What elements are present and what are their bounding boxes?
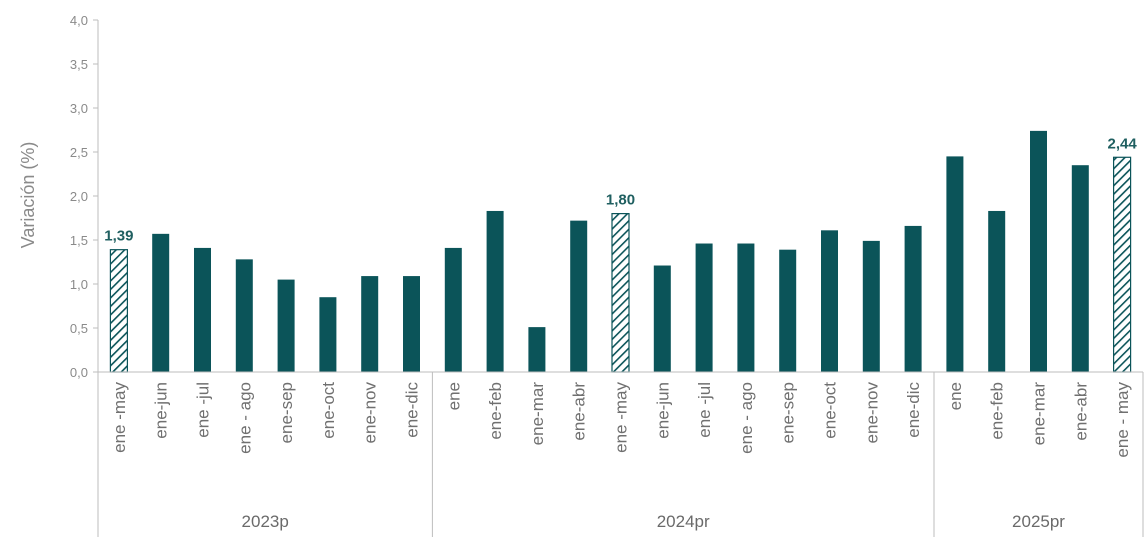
data-labels: 1,39 1,80 2,44 xyxy=(104,135,1137,244)
x-tick-label: ene-oct xyxy=(821,382,840,439)
data-label: 1,39 xyxy=(104,228,133,245)
data-label: 2,44 xyxy=(1107,135,1137,152)
y-tick-label: 0,0 xyxy=(70,365,88,380)
bar xyxy=(653,265,671,372)
bar xyxy=(403,276,420,372)
x-tick-label: ene-mar xyxy=(528,382,547,446)
y-axis-ticks: 0,0 0,5 1,0 1,5 2,0 2,5 3,0 3,5 4,0 xyxy=(70,13,99,380)
x-tick-label: ene -jul xyxy=(695,382,714,438)
x-tick-label: ene-feb xyxy=(486,382,505,440)
bar xyxy=(862,240,880,372)
bar xyxy=(528,327,546,372)
bar xyxy=(946,156,964,372)
bar xyxy=(988,210,1006,372)
x-tick-label: ene-nov xyxy=(862,382,881,444)
x-tick-label: ene-sep xyxy=(779,382,798,443)
bar xyxy=(361,276,379,372)
y-tick-label: 2,5 xyxy=(70,145,88,160)
bar xyxy=(319,297,337,372)
y-tick-label: 1,0 xyxy=(70,277,88,292)
bar xyxy=(486,210,504,372)
x-tick-label: ene-dic xyxy=(904,382,923,438)
x-tick-label: ene-nov xyxy=(361,382,380,444)
bar xyxy=(1071,165,1089,372)
x-tick-label: ene-abr xyxy=(1071,382,1090,441)
x-tick-label: ene-oct xyxy=(319,382,338,439)
bar xyxy=(277,279,295,372)
bar xyxy=(779,249,797,372)
bar xyxy=(904,225,922,372)
bar xyxy=(737,243,755,372)
group-label: 2024pr xyxy=(657,512,710,531)
bar xyxy=(570,220,588,372)
x-tick-label: ene-mar xyxy=(1030,382,1049,446)
x-axis: ene -may ene-jun ene -jul ene - ago ene-sep e… xyxy=(97,371,1144,537)
y-tick-label: 1,5 xyxy=(70,233,88,248)
bar xyxy=(194,247,211,372)
bar xyxy=(444,247,462,372)
x-tick-label: ene -may xyxy=(110,382,129,453)
bar-highlighted xyxy=(109,249,129,373)
x-tick-label: ene - ago xyxy=(737,382,756,454)
bar xyxy=(695,243,713,372)
y-tick-label: 3,5 xyxy=(70,57,88,72)
x-tick-label: ene - ago xyxy=(235,382,254,454)
x-tick-label: ene -jul xyxy=(194,382,213,438)
x-tick-label: ene-jun xyxy=(653,382,672,439)
group-label: 2023p xyxy=(242,512,289,531)
y-tick-label: 2,0 xyxy=(70,189,88,204)
y-tick-label: 4,0 xyxy=(70,13,88,28)
x-tick-label: ene - may xyxy=(1113,382,1132,458)
x-tick-label: ene-sep xyxy=(277,382,296,443)
bars xyxy=(109,130,1132,373)
x-tick-label: ene-dic xyxy=(403,382,422,438)
x-tick-label: ene-feb xyxy=(988,382,1007,440)
y-tick-label: 0,5 xyxy=(70,321,88,336)
bar-highlighted xyxy=(611,213,630,373)
x-tick-label: ene-jun xyxy=(152,382,171,439)
bar xyxy=(1030,130,1047,372)
data-label: 1,80 xyxy=(606,192,635,209)
group-label: 2025pr xyxy=(1012,512,1065,531)
y-tick-label: 3,0 xyxy=(70,101,88,116)
bar xyxy=(821,230,838,372)
x-tick-label: ene xyxy=(946,382,965,410)
x-tick-label: ene -may xyxy=(612,382,631,453)
x-tick-label: ene-abr xyxy=(570,382,589,441)
bar xyxy=(235,259,253,372)
x-tick-label: ene xyxy=(444,382,463,410)
bar xyxy=(152,233,170,372)
bar-highlighted xyxy=(1112,156,1132,373)
y-axis-label: Variación (%) xyxy=(18,142,38,249)
